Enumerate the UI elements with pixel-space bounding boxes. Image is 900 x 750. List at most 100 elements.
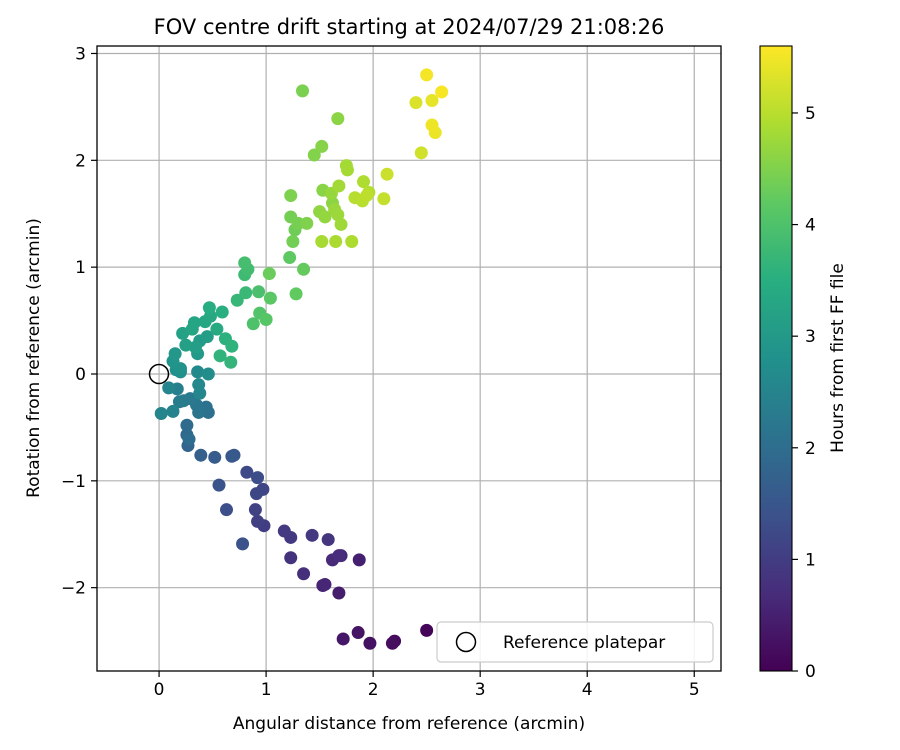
legend: Reference platepar [436, 621, 714, 663]
data-point [182, 432, 196, 446]
data-point [321, 533, 335, 547]
data-point [249, 487, 263, 501]
data-point [248, 503, 262, 517]
data-point [286, 235, 300, 249]
data-point [212, 478, 226, 492]
data-point [336, 632, 350, 646]
data-point [224, 355, 238, 369]
colorbar-tick-label: 1 [805, 550, 816, 570]
data-point [332, 586, 346, 600]
data-point [239, 286, 253, 300]
x-tick-label: 4 [582, 680, 593, 700]
data-point [332, 549, 346, 563]
data-point [318, 577, 332, 591]
data-point [236, 537, 250, 551]
x-axis-ticks: 0 1 2 3 4 5 [154, 671, 700, 700]
colorbar-ticks: 0 1 2 3 4 5 [792, 104, 816, 682]
data-point [420, 623, 434, 637]
data-point [351, 626, 365, 640]
data-point [154, 407, 168, 421]
data-point [409, 96, 423, 110]
data-point [345, 235, 359, 249]
data-point [334, 217, 348, 231]
data-point [297, 567, 311, 581]
x-axis-label: Angular distance from reference (arcmin) [233, 714, 585, 734]
data-point [225, 339, 239, 353]
data-point [283, 251, 297, 265]
data-point [297, 262, 311, 276]
x-tick-label: 0 [154, 680, 165, 700]
data-point [357, 175, 371, 189]
y-tick-label: −1 [61, 472, 86, 492]
data-point [210, 322, 224, 336]
data-point [414, 146, 428, 160]
data-point [172, 395, 186, 409]
data-point [284, 551, 298, 565]
data-point [251, 514, 265, 528]
y-tick-label: 2 [75, 151, 86, 171]
data-point [289, 287, 303, 301]
data-point [329, 235, 343, 249]
data-point [425, 93, 439, 107]
data-point [225, 449, 239, 463]
colorbar: 0 1 2 3 4 5 Hours from first FF file [759, 45, 848, 682]
data-point [220, 503, 234, 517]
data-point [202, 301, 216, 315]
data-point [192, 378, 206, 392]
y-tick-label: 1 [75, 258, 86, 278]
colorbar-gradient [759, 45, 793, 672]
colorbar-tick-label: 0 [805, 662, 816, 682]
legend-reference-marker [455, 631, 477, 653]
data-point [296, 84, 310, 98]
data-point [352, 553, 366, 567]
colorbar-tick-label: 4 [805, 216, 816, 236]
x-tick-label: 5 [689, 680, 700, 700]
data-point [252, 285, 266, 299]
legend-label-reference-platepar: Reference platepar [503, 633, 665, 653]
y-tick-label: 0 [75, 365, 86, 385]
data-point [385, 636, 399, 650]
data-point [201, 367, 215, 381]
data-point [284, 189, 298, 203]
data-point [208, 450, 222, 464]
data-point [259, 313, 273, 327]
data-point [200, 330, 214, 344]
x-tick-label: 1 [261, 680, 272, 700]
data-point [380, 167, 394, 181]
data-point [240, 465, 254, 479]
data-point [168, 347, 182, 361]
data-point [331, 112, 345, 126]
data-point [194, 448, 208, 462]
data-point [213, 349, 227, 363]
colorbar-tick-label: 5 [805, 104, 816, 124]
data-point [435, 85, 449, 99]
chart-title: FOV centre drift starting at 2024/07/29 … [154, 15, 665, 39]
data-point [191, 365, 205, 379]
colorbar-label: Hours from first FF file [828, 263, 848, 453]
data-point [262, 267, 276, 281]
y-tick-label: 3 [75, 44, 86, 64]
data-point [166, 404, 180, 418]
data-point [425, 118, 439, 132]
data-point [315, 139, 329, 153]
data-point [363, 636, 377, 650]
y-axis-label: Rotation from reference (arcmin) [24, 218, 44, 498]
plot-frame [96, 45, 722, 672]
grid-lines [97, 46, 721, 671]
legend-box [436, 621, 714, 663]
data-point [238, 256, 252, 270]
colorbar-tick-label: 3 [805, 327, 816, 347]
data-point [377, 192, 391, 206]
data-point [246, 317, 260, 331]
data-point [332, 179, 346, 193]
x-tick-label: 2 [368, 680, 379, 700]
data-point [162, 381, 176, 395]
data-point [179, 338, 193, 352]
data-point [305, 528, 319, 542]
data-point [300, 216, 314, 230]
y-tick-label: −2 [61, 579, 86, 599]
data-point [315, 235, 329, 249]
data-point [251, 471, 265, 485]
data-point [230, 293, 244, 307]
